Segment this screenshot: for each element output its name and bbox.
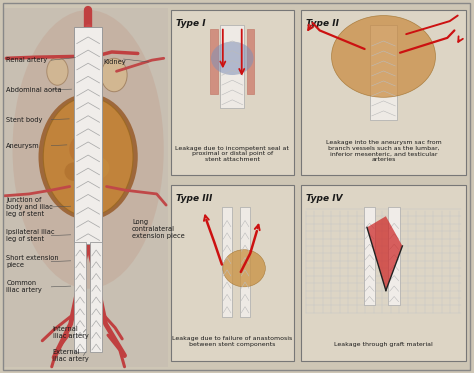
Text: Type II: Type II xyxy=(306,19,338,28)
Text: Type IV: Type IV xyxy=(306,194,342,203)
Text: Abdominal aorta: Abdominal aorta xyxy=(6,87,62,93)
Text: Leakage through graft material: Leakage through graft material xyxy=(334,342,433,347)
Text: Common
iliac artery: Common iliac artery xyxy=(6,280,42,293)
Bar xyxy=(74,242,86,352)
Text: Leakage into the aneurysm sac from
branch vessels such as the lumbar,
inferior m: Leakage into the aneurysm sac from branc… xyxy=(326,140,441,162)
Ellipse shape xyxy=(101,58,127,92)
Text: Renal artery: Renal artery xyxy=(6,57,47,63)
Ellipse shape xyxy=(69,135,98,164)
Text: Type III: Type III xyxy=(175,194,212,203)
Text: Ipsilateral iliac
leg of stent: Ipsilateral iliac leg of stent xyxy=(6,229,55,242)
Ellipse shape xyxy=(64,162,83,181)
Text: Leakage due to incompetent seal at
proximal or distal point of
stent attachment: Leakage due to incompetent seal at proxi… xyxy=(175,145,289,162)
Bar xyxy=(370,25,397,120)
Bar xyxy=(220,25,244,109)
Bar xyxy=(240,207,250,317)
Bar xyxy=(222,207,232,317)
Text: Junction of
body and iliac
leg of stent: Junction of body and iliac leg of stent xyxy=(6,197,53,217)
Polygon shape xyxy=(367,216,402,291)
Bar xyxy=(301,185,466,361)
Text: Type I: Type I xyxy=(175,19,205,28)
Ellipse shape xyxy=(211,41,254,75)
Bar xyxy=(74,27,102,244)
Ellipse shape xyxy=(223,250,265,287)
Bar xyxy=(364,207,375,305)
Bar xyxy=(301,10,466,175)
Text: Short extension
piece: Short extension piece xyxy=(6,255,59,268)
Ellipse shape xyxy=(38,94,138,220)
Bar xyxy=(388,207,400,305)
Text: External
iliac artery: External iliac artery xyxy=(53,349,89,362)
Bar xyxy=(4,8,167,367)
Text: Aneurysm: Aneurysm xyxy=(6,142,40,148)
Text: Kidney: Kidney xyxy=(104,59,127,65)
Text: Leakage due to failure of anastomosis
between stent components: Leakage due to failure of anastomosis be… xyxy=(172,336,292,347)
Ellipse shape xyxy=(83,127,102,142)
Bar xyxy=(171,10,294,175)
Ellipse shape xyxy=(47,57,68,85)
Text: Internal
iliac artery: Internal iliac artery xyxy=(53,326,89,339)
Ellipse shape xyxy=(86,157,109,179)
Text: Long
contralateral
extension piece: Long contralateral extension piece xyxy=(132,219,185,239)
Bar xyxy=(247,29,255,94)
Ellipse shape xyxy=(12,10,164,289)
Bar xyxy=(210,29,218,94)
Bar xyxy=(91,242,102,352)
Bar xyxy=(171,185,294,361)
Ellipse shape xyxy=(331,16,436,97)
Ellipse shape xyxy=(43,97,133,216)
Text: Stent body: Stent body xyxy=(6,117,43,123)
